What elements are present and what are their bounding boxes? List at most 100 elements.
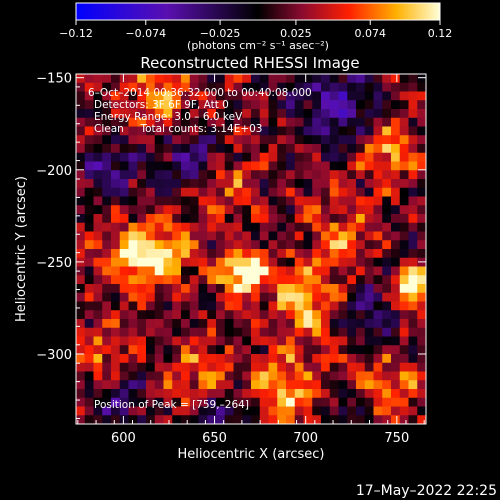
heatmap-cell bbox=[373, 187, 383, 197]
heatmap-cell bbox=[391, 240, 401, 250]
heatmap-cell bbox=[364, 187, 374, 197]
heatmap-cell bbox=[251, 249, 261, 259]
heatmap-cell bbox=[268, 100, 278, 110]
heatmap-cell bbox=[399, 292, 409, 302]
heatmap-cell bbox=[373, 310, 383, 320]
heatmap-cell bbox=[163, 354, 173, 364]
heatmap-cell bbox=[84, 205, 94, 215]
heatmap-cell bbox=[102, 74, 112, 84]
heatmap-cell bbox=[207, 362, 217, 372]
heatmap-cell bbox=[251, 205, 261, 215]
heatmap-cell bbox=[382, 310, 392, 320]
heatmap-cell bbox=[172, 144, 182, 154]
heatmap-cell bbox=[198, 354, 208, 364]
heatmap-cell bbox=[102, 310, 112, 320]
heatmap-cell bbox=[137, 249, 147, 259]
heatmap-cell bbox=[93, 126, 103, 136]
heatmap-cell bbox=[312, 117, 322, 127]
heatmap-cell bbox=[277, 117, 287, 127]
heatmap-cell bbox=[242, 109, 252, 119]
heatmap-cell bbox=[312, 319, 322, 329]
heatmap-cell bbox=[233, 231, 243, 241]
heatmap-cell bbox=[391, 82, 401, 92]
heatmap-cell bbox=[242, 91, 252, 101]
heatmap-cell bbox=[294, 249, 304, 259]
heatmap-cell bbox=[277, 74, 287, 84]
heatmap-cell bbox=[364, 135, 374, 145]
heatmap-cell bbox=[189, 275, 199, 285]
heatmap-cell bbox=[146, 170, 156, 180]
heatmap-cell bbox=[207, 74, 217, 84]
heatmap-cell bbox=[382, 214, 392, 224]
heatmap-cell bbox=[399, 74, 409, 84]
heatmap-cell bbox=[286, 345, 296, 355]
x-axis-ticks: 600 650 700 750 bbox=[77, 74, 425, 446]
heatmap-cell bbox=[146, 292, 156, 302]
heatmap-cell bbox=[329, 74, 339, 84]
heatmap-cell bbox=[84, 100, 94, 110]
heatmap-cell bbox=[321, 179, 331, 189]
heatmap-cell bbox=[128, 362, 138, 372]
heatmap-cell bbox=[399, 319, 409, 329]
heatmap-cell bbox=[259, 380, 269, 390]
heatmap-cell bbox=[76, 301, 86, 311]
heatmap-cell bbox=[338, 292, 348, 302]
heatmap-cell bbox=[277, 82, 287, 92]
heatmap-cell bbox=[137, 135, 147, 145]
heatmap-cell bbox=[268, 117, 278, 127]
heatmap-cell bbox=[312, 354, 322, 364]
heatmap-cell bbox=[408, 161, 418, 171]
heatmap-cell bbox=[268, 161, 278, 171]
heatmap-cell bbox=[251, 231, 261, 241]
heatmap-cell bbox=[356, 336, 366, 346]
heatmap-cell bbox=[172, 117, 182, 127]
heatmap-cell bbox=[146, 336, 156, 346]
heatmap-cell bbox=[233, 117, 243, 127]
heatmap-cell bbox=[286, 389, 296, 399]
heatmap-cell bbox=[137, 415, 147, 425]
heatmap-cell bbox=[347, 222, 357, 232]
heatmap-cell bbox=[154, 301, 164, 311]
heatmap-cell bbox=[189, 389, 199, 399]
heatmap-cell bbox=[242, 257, 252, 267]
heatmap-cell bbox=[321, 345, 331, 355]
heatmap-cell bbox=[408, 336, 418, 346]
heatmap-cell bbox=[321, 117, 331, 127]
heatmap-cell bbox=[198, 100, 208, 110]
heatmap-cell bbox=[137, 275, 147, 285]
heatmap-cell bbox=[128, 301, 138, 311]
heatmap-cell bbox=[111, 187, 121, 197]
heatmap-cell bbox=[338, 275, 348, 285]
heatmap-cell bbox=[373, 362, 383, 372]
heatmap-cell bbox=[137, 222, 147, 232]
heatmap-cell bbox=[128, 345, 138, 355]
heatmap-cell bbox=[338, 109, 348, 119]
heatmap-cell bbox=[128, 240, 138, 250]
heatmap-cell bbox=[216, 415, 226, 425]
heatmap-cell bbox=[146, 406, 156, 416]
heatmap-cell bbox=[268, 292, 278, 302]
heatmap-cell bbox=[391, 117, 401, 127]
heatmap-cell bbox=[391, 415, 401, 425]
heatmap-cell bbox=[181, 257, 191, 267]
heatmap-cell bbox=[391, 196, 401, 206]
heatmap-cell bbox=[128, 222, 138, 232]
heatmap-cell bbox=[181, 117, 191, 127]
heatmap-cell bbox=[111, 266, 121, 276]
heatmap-cell bbox=[128, 249, 138, 259]
heatmap-cell bbox=[111, 327, 121, 337]
heatmap-cell bbox=[399, 249, 409, 259]
heatmap-cell bbox=[102, 380, 112, 390]
heatmap-cell bbox=[399, 301, 409, 311]
heatmap-cell bbox=[294, 354, 304, 364]
heatmap-cell bbox=[163, 82, 173, 92]
heatmap-cell bbox=[102, 144, 112, 154]
heatmap-cell bbox=[382, 249, 392, 259]
heatmap-cell bbox=[216, 205, 226, 215]
heatmap-cell bbox=[382, 152, 392, 162]
heatmap-cell bbox=[119, 214, 129, 224]
heatmap-cell bbox=[198, 380, 208, 390]
heatmap-cell bbox=[137, 301, 147, 311]
heatmap-cell bbox=[233, 179, 243, 189]
heatmap-cell bbox=[128, 371, 138, 381]
